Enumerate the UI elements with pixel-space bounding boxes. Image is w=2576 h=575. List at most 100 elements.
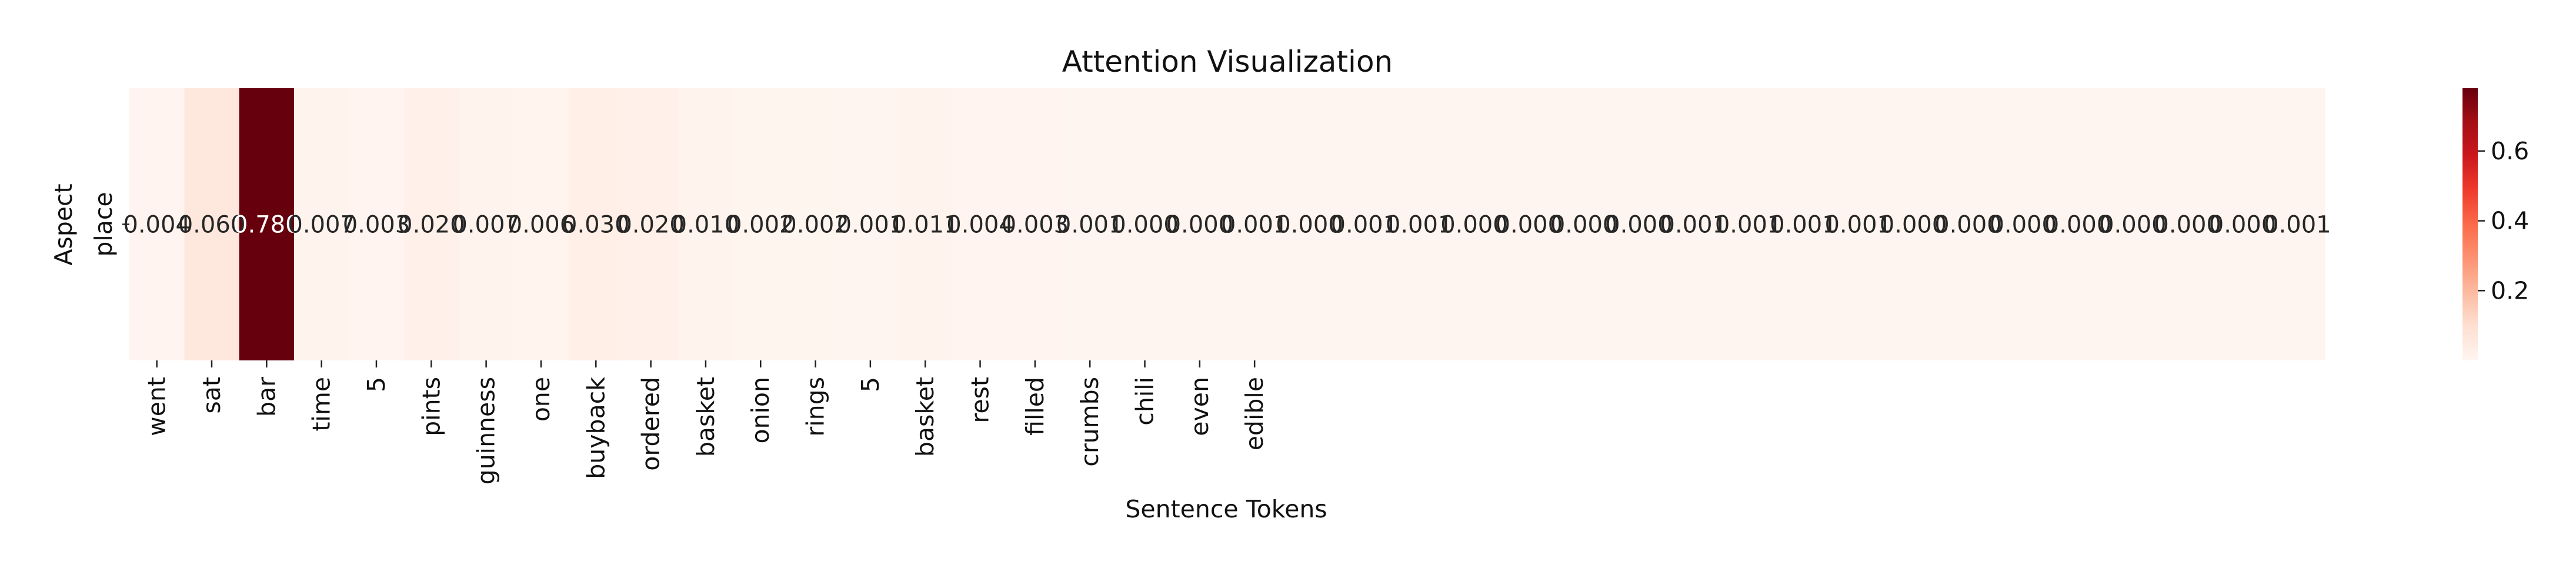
x-tick-label: basket	[911, 377, 939, 457]
cell-value-label: 0.030	[562, 212, 630, 239]
heatmap-cell	[513, 88, 569, 360]
x-tick-label: ordered	[637, 377, 665, 471]
heatmap-cell	[184, 88, 240, 360]
cell-value-label: 0.004	[123, 212, 191, 239]
heatmap-cell	[788, 88, 843, 360]
heatmap-cell	[1611, 88, 1667, 360]
cell-value-label: 0.001	[1824, 212, 1892, 239]
heatmap-cell	[568, 88, 624, 360]
heatmap-cell	[403, 88, 459, 360]
heatmap-cell	[1996, 88, 2051, 360]
heatmap-cell	[1117, 88, 1173, 360]
cell-value-label: 0.000	[1166, 212, 1234, 239]
cell-value-label: 0.000	[1880, 212, 1947, 239]
heatmap-cell	[952, 88, 1008, 360]
heatmap-cell	[1337, 88, 1393, 360]
cell-value-label: 0.002	[727, 212, 795, 239]
colorbar-tick-label: 0.2	[2491, 276, 2529, 305]
cell-value-label: 0.011	[892, 212, 959, 239]
x-tick-label: rings	[802, 377, 830, 437]
colorbar-ticks: 0.2 0.4 0.6	[2478, 137, 2529, 305]
x-tick-labels: went sat bar time 5 pints guinness one buyback or…	[143, 360, 1269, 484]
heatmap-cell	[458, 88, 514, 360]
cell-value-label: 0.001	[1221, 212, 1289, 239]
x-tick-label: went	[143, 377, 171, 436]
cell-value-label: 0.000	[2154, 212, 2221, 239]
x-tick-label: pints	[417, 377, 445, 436]
x-tick-label: guinness	[472, 377, 500, 484]
heatmap-cell	[2160, 88, 2215, 360]
x-tick-label: chili	[1131, 377, 1159, 426]
heatmap-cell	[1886, 88, 1941, 360]
cell-value-label: 0.000	[2044, 212, 2112, 239]
heatmap-cell	[1776, 88, 1831, 360]
cell-value-label: 0.020	[617, 212, 685, 239]
heatmap-cell	[1446, 88, 1502, 360]
x-tick-label: one	[527, 377, 555, 422]
cell-value-label: 0.780	[233, 212, 301, 239]
heatmap-cell	[239, 88, 295, 360]
x-tick-label: sat	[198, 377, 226, 414]
heatmap-cell	[678, 88, 734, 360]
heatmap-cell	[623, 88, 679, 360]
heatmap-cell	[1282, 88, 1337, 360]
cell-value-label: 0.001	[1331, 212, 1399, 239]
cell-value-label: 0.000	[1989, 212, 2057, 239]
cell-value-label: 0.003	[343, 212, 411, 239]
heatmap-cell-labels: 0.0040.0600.7800.0070.0030.0200.0070.006…	[123, 212, 2331, 239]
x-tick-label: onion	[746, 377, 775, 444]
heatmap-cell	[1666, 88, 1722, 360]
colorbar-tick-label: 0.4	[2491, 207, 2529, 235]
heatmap-cell	[1831, 88, 1886, 360]
y-tick-label: place	[89, 192, 118, 256]
x-tick-label: 5	[362, 377, 391, 392]
cell-value-label: 0.001	[1056, 212, 1124, 239]
heatmap-cell	[733, 88, 789, 360]
cell-value-label: 0.000	[2209, 212, 2277, 239]
heatmap-cell	[1007, 88, 1063, 360]
cell-value-label: 0.004	[946, 212, 1014, 239]
cell-value-label: 0.001	[837, 212, 905, 239]
heatmap-cell	[1940, 88, 1996, 360]
heatmap-cells	[129, 88, 2325, 360]
y-axis-label: Aspect	[49, 183, 78, 265]
heatmap-cell	[129, 88, 185, 360]
x-axis-label: Sentence Tokens	[1125, 495, 1327, 523]
x-tick-label: rest	[966, 377, 995, 423]
x-tick-label: time	[308, 377, 336, 432]
cell-value-label: 0.000	[2099, 212, 2167, 239]
y-tick-labels: place	[89, 192, 129, 257]
x-tick-label: crumbs	[1076, 377, 1104, 467]
heatmap-cell	[1556, 88, 1612, 360]
cell-value-label: 0.000	[1605, 212, 1673, 239]
x-tick-label: filled	[1021, 377, 1049, 436]
colorbar	[2462, 88, 2478, 360]
cell-value-label: 0.002	[782, 212, 849, 239]
x-tick-label: edible	[1240, 377, 1269, 450]
cell-value-label: 0.000	[1111, 212, 1179, 239]
heatmap-cell	[1501, 88, 1557, 360]
heatmap-cell	[2270, 88, 2325, 360]
heatmap-cell	[2105, 88, 2161, 360]
cell-value-label: 0.001	[2264, 212, 2331, 239]
cell-value-label: 0.000	[1276, 212, 1343, 239]
cell-value-label: 0.001	[1715, 212, 1783, 239]
chart-title: Attention Visualization	[1062, 45, 1393, 79]
cell-value-label: 0.010	[672, 212, 740, 239]
heatmap-cell	[293, 88, 349, 360]
cell-value-label: 0.060	[178, 212, 246, 239]
x-tick-label: even	[1186, 377, 1214, 436]
cell-value-label: 0.020	[398, 212, 465, 239]
heatmap-cell	[2215, 88, 2271, 360]
x-tick-label: bar	[252, 377, 281, 417]
cell-value-label: 0.007	[288, 212, 355, 239]
heatmap-cell	[349, 88, 405, 360]
cell-value-label: 0.007	[452, 212, 520, 239]
heatmap-cell	[1062, 88, 1118, 360]
heatmap-cell	[843, 88, 899, 360]
cell-value-label: 0.000	[1496, 212, 1563, 239]
cell-value-label: 0.000	[1550, 212, 1618, 239]
heatmap-cell	[1392, 88, 1447, 360]
x-tick-label: 5	[856, 377, 885, 392]
